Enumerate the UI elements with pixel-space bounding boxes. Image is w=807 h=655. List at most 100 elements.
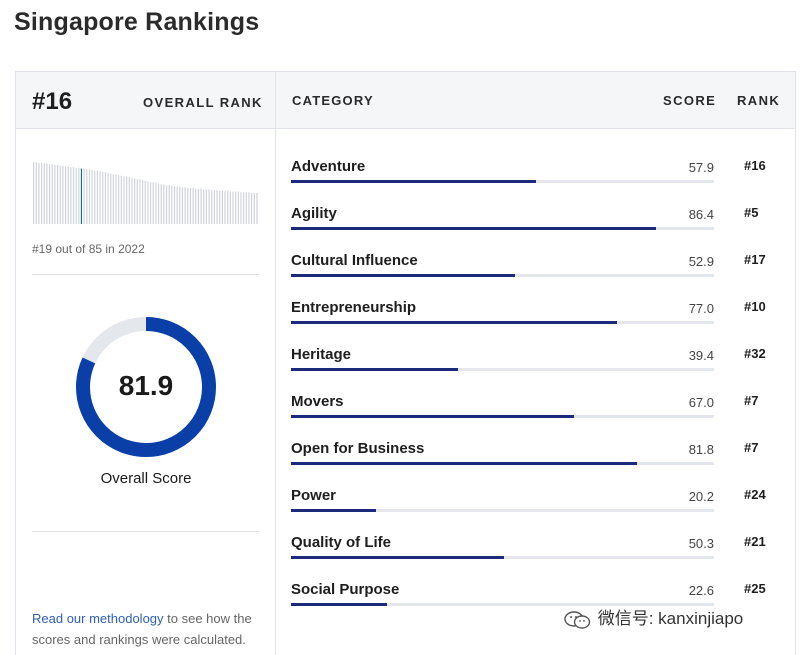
history-bar bbox=[107, 172, 109, 224]
history-bar bbox=[157, 183, 160, 224]
history-bar bbox=[229, 191, 231, 224]
history-bar bbox=[232, 191, 234, 224]
history-bar bbox=[62, 165, 64, 224]
history-bar bbox=[120, 175, 122, 224]
history-bar bbox=[123, 176, 125, 224]
category-name: Open for Business bbox=[291, 440, 425, 457]
history-bar bbox=[165, 185, 168, 224]
history-bar bbox=[72, 167, 75, 224]
history-bar bbox=[136, 179, 138, 224]
category-name: Cultural Influence bbox=[291, 252, 418, 269]
category-name: Heritage bbox=[291, 346, 352, 363]
category-score: 22.6 bbox=[688, 583, 714, 598]
score-bar-fill bbox=[291, 368, 458, 371]
category-row: Power 20.2 #24 bbox=[291, 487, 766, 534]
score-bar-track bbox=[291, 368, 714, 371]
category-row: Agility 86.4 #5 bbox=[291, 205, 758, 252]
column-divider bbox=[275, 72, 276, 655]
history-bar bbox=[48, 164, 51, 224]
category-rank: #24 bbox=[744, 487, 766, 502]
category-name: Movers bbox=[291, 393, 344, 410]
history-bar bbox=[176, 186, 178, 224]
history-bar bbox=[256, 193, 258, 224]
history-bar bbox=[155, 182, 157, 224]
score-bar-track bbox=[291, 603, 714, 606]
history-bar bbox=[240, 192, 242, 224]
category-rank: #21 bbox=[744, 534, 766, 549]
history-bar bbox=[131, 177, 133, 224]
category-rank: #17 bbox=[744, 252, 766, 267]
history-bar bbox=[160, 184, 162, 224]
category-score: 86.4 bbox=[688, 207, 714, 222]
history-bar bbox=[75, 167, 77, 224]
score-bar-track bbox=[291, 321, 714, 324]
score-bar-fill bbox=[291, 462, 637, 465]
history-bar bbox=[144, 180, 146, 224]
category-row: Quality of Life 50.3 #21 bbox=[291, 534, 766, 581]
score-bar-track bbox=[291, 180, 714, 183]
divider bbox=[32, 531, 259, 532]
category-row: Open for Business 81.8 #7 bbox=[291, 440, 758, 487]
score-bar-track bbox=[291, 274, 714, 277]
history-bar bbox=[59, 165, 61, 224]
history-bar bbox=[219, 190, 221, 224]
history-bar bbox=[149, 182, 152, 224]
history-bar bbox=[171, 185, 173, 224]
ranking-history-caption: #19 out of 85 in 2022 bbox=[32, 242, 145, 256]
score-ring-fill bbox=[76, 317, 216, 457]
history-bar bbox=[88, 169, 91, 224]
methodology-link[interactable]: Read our methodology bbox=[32, 611, 164, 626]
history-bar bbox=[203, 189, 205, 224]
history-bar bbox=[227, 190, 229, 224]
history-bar bbox=[251, 193, 253, 224]
history-bar bbox=[243, 192, 245, 224]
history-bar bbox=[46, 163, 48, 224]
category-row: Social Purpose 22.6 #25 bbox=[291, 581, 766, 628]
category-rank: #7 bbox=[744, 393, 759, 408]
page-title: Singapore Rankings bbox=[14, 8, 260, 36]
history-bar bbox=[51, 164, 53, 224]
history-bar bbox=[40, 162, 43, 224]
category-name: Quality of Life bbox=[291, 534, 392, 551]
history-bar bbox=[70, 167, 72, 224]
history-bar bbox=[248, 192, 250, 224]
overall-score-label: Overall Score bbox=[100, 470, 192, 487]
history-bar bbox=[213, 190, 215, 224]
category-rank: #16 bbox=[744, 158, 766, 173]
history-bar bbox=[134, 178, 136, 224]
history-bar bbox=[221, 190, 223, 224]
history-bar-current bbox=[80, 168, 83, 224]
category-rank: #32 bbox=[744, 346, 766, 361]
history-bar bbox=[200, 188, 202, 224]
divider bbox=[32, 274, 259, 275]
history-bar bbox=[99, 171, 101, 224]
history-bar bbox=[189, 188, 192, 224]
category-name: Adventure bbox=[291, 158, 366, 175]
history-bar bbox=[94, 170, 96, 224]
score-bar-fill bbox=[291, 321, 617, 324]
category-score: 57.9 bbox=[688, 160, 714, 175]
history-bar bbox=[139, 179, 141, 224]
category-name: Power bbox=[291, 487, 337, 504]
history-bar bbox=[56, 164, 59, 224]
history-bar bbox=[78, 167, 80, 224]
history-bar bbox=[83, 168, 85, 224]
category-rank: #25 bbox=[744, 581, 766, 596]
watermark-text: 微信号: kanxinjiapo bbox=[597, 609, 744, 628]
category-score: 52.9 bbox=[688, 254, 714, 269]
history-bar bbox=[205, 189, 208, 224]
history-bar bbox=[192, 188, 194, 224]
category-name: Social Purpose bbox=[291, 581, 400, 598]
score-bar-fill bbox=[291, 556, 504, 559]
history-bar bbox=[64, 166, 67, 224]
category-row: Adventure 57.9 #16 bbox=[291, 158, 766, 205]
history-bar bbox=[184, 187, 186, 224]
category-name: Entrepreneurship bbox=[291, 299, 417, 316]
score-bar-fill bbox=[291, 509, 377, 512]
history-bar bbox=[115, 174, 117, 224]
history-bar bbox=[91, 170, 93, 224]
score-bar-fill bbox=[291, 274, 515, 277]
category-rank: #10 bbox=[744, 299, 766, 314]
category-score: 77.0 bbox=[688, 301, 714, 316]
history-bar bbox=[96, 170, 99, 224]
